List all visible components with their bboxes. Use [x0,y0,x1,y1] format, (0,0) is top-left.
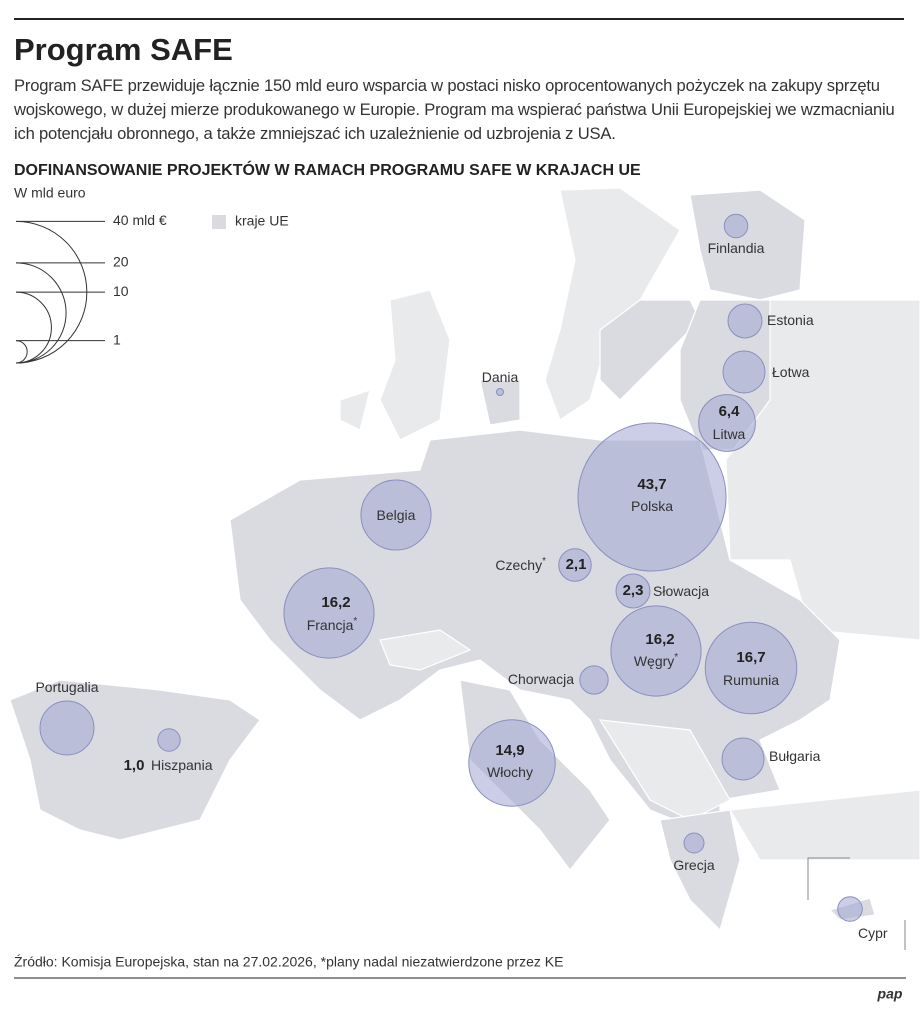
bubble [698,394,756,452]
legend-label: 20 [113,254,129,270]
country-name-text: Węgry [634,653,674,669]
country-name-text: Litwa [713,426,746,442]
country-name: Bułgaria [769,748,821,764]
bubble [722,350,766,394]
country-name: Polska [631,498,673,514]
country-name: Czechy* [495,556,546,573]
value-label: 2,1 [566,556,587,573]
country-name-text: Rumunia [723,672,779,688]
bubbles: Finlandia Estonia Łotwa Litwa 6,4 Dania Polska… [35,213,888,941]
country-name-text: Dania [482,369,519,385]
bubble [39,700,95,756]
country-name-text: Grecja [673,857,714,873]
bubble [615,573,651,609]
legend-circle [15,291,52,364]
country-name-text: Chorwacja [508,671,574,687]
country-name-text: Polska [631,498,673,514]
legend-label: 10 [113,283,129,299]
value-label: 16,2 [645,631,674,648]
source: Źródło: Komisja Europejska, stan na 27.0… [14,954,563,970]
country-name: Francja* [307,616,358,633]
legend-circle [15,262,67,364]
country-name: Finlandia [708,240,765,256]
bubble [723,213,749,239]
country-name: Grecja [673,857,714,873]
country-name-text: Bułgaria [769,748,821,764]
note-mark: * [542,556,546,567]
map-title: DOFINANSOWANIE PROJEKTÓW W RAMACH PROGRA… [14,160,641,179]
country-name-text: Włochy [487,764,533,780]
country-name: Chorwacja [508,671,574,687]
bubble [721,737,765,781]
country-name-text: Czechy [495,557,542,573]
legend-circle [15,340,28,364]
bubble [837,896,863,922]
bubble [157,728,181,752]
legend-label: 40 mld € [113,212,167,228]
country-name-text: Belgia [377,507,416,523]
country-name-text: Cypr [858,925,888,941]
bubble [577,422,727,572]
bubble [727,303,763,339]
country-name: Dania [482,369,519,385]
country-name-text: Portugalia [35,679,98,695]
country-name-text: Francja [307,617,354,633]
country-name-text: Finlandia [708,240,765,256]
note-mark: * [674,652,678,663]
value-label: 16,7 [736,649,765,666]
value-label: 16,2 [321,594,350,611]
bubble [283,567,375,659]
value-label: 43,7 [637,476,666,493]
country-name: Rumunia [723,672,779,688]
country-name: Estonia [767,312,814,328]
value-label: 6,4 [719,403,741,420]
bubble [704,621,798,715]
map-background [9,187,920,950]
value-label: 1,0 [124,757,145,774]
country-name: Belgia [377,507,416,523]
title: Program SAFE [14,32,233,67]
bubble [579,665,609,695]
legend-label: 1 [113,331,121,347]
header: Program SAFE Program SAFE przewiduje łąc… [14,18,904,146]
country-name-text: Estonia [767,312,814,328]
country-name: Cypr [858,925,888,941]
country-name: Słowacja [653,583,709,599]
country-name: Hiszpania [151,757,213,773]
logo: pap [877,986,903,1002]
country-name: Łotwa [772,364,810,380]
country-name: Włochy [487,764,533,780]
country-name-text: Łotwa [772,364,810,380]
note-mark: * [353,616,357,627]
unit: W mld euro [14,185,86,201]
country-name-text: Słowacja [653,583,709,599]
country-name: Litwa [713,426,746,442]
bubble [495,387,505,397]
value-label: 2,3 [623,582,644,599]
country-name: Węgry* [634,652,678,669]
bubble [683,832,705,854]
bubble [468,719,556,807]
bubble [360,479,432,551]
bubble [610,605,702,697]
description: Program SAFE przewiduje łącznie 150 mld … [14,76,895,143]
size-legend: 40 mld € 20 10 1 [15,212,167,364]
country-name-text: Hiszpania [151,757,213,773]
area-legend-label: kraje UE [235,213,289,229]
bubble [558,548,592,582]
area-legend-swatch [212,215,226,229]
value-label: 14,9 [495,742,524,759]
country-name: Portugalia [35,679,98,695]
